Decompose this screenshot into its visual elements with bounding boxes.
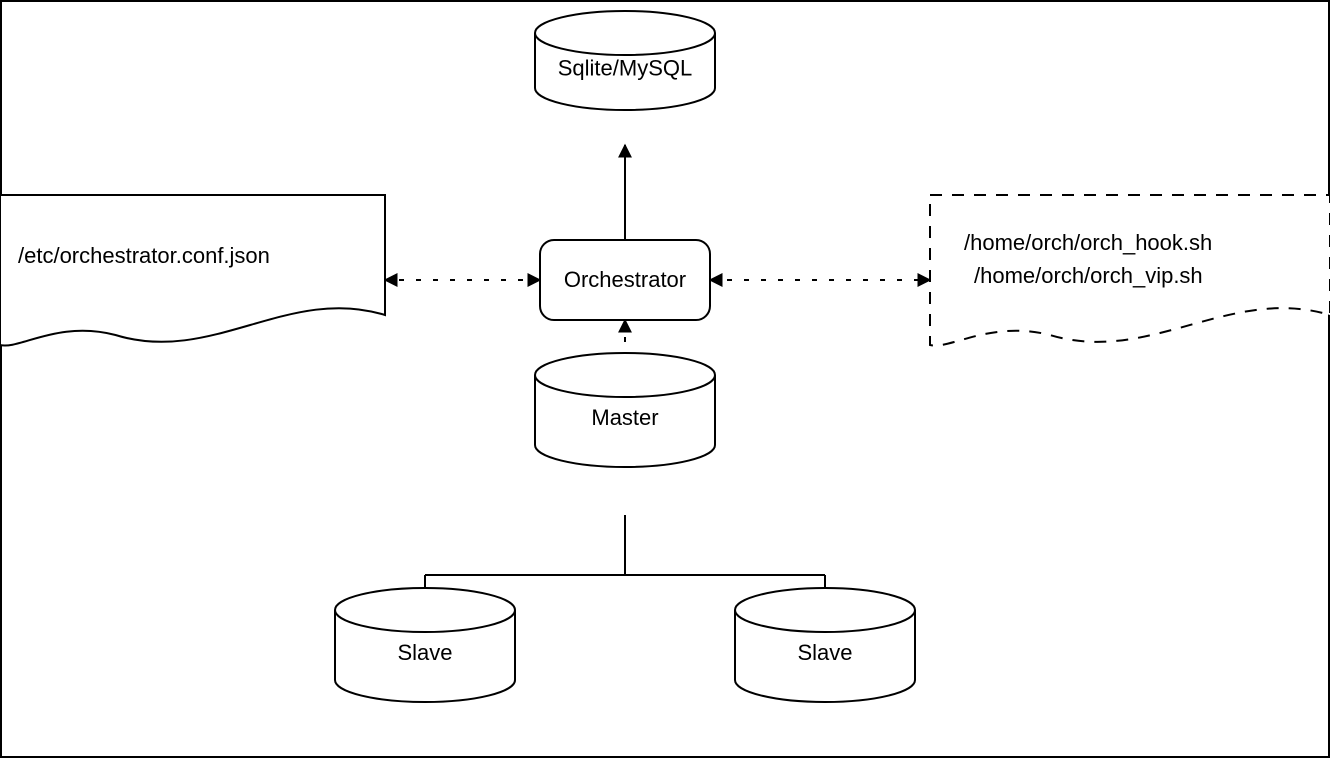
db-sqlite-mysql: Sqlite/MySQL xyxy=(535,11,715,110)
db-slave-1: Slave xyxy=(335,588,515,702)
db-master: Master xyxy=(535,353,715,467)
doc-hooks-text1: /home/orch/orch_hook.sh xyxy=(964,230,1212,255)
db-slave-1-label: Slave xyxy=(397,640,452,665)
doc-config-text: /etc/orchestrator.conf.json xyxy=(18,243,270,268)
db-sqlite-mysql-label: Sqlite/MySQL xyxy=(558,55,693,80)
db-master-label: Master xyxy=(591,405,658,430)
orchestrator-label: Orchestrator xyxy=(564,267,686,292)
db-slave-2: Slave xyxy=(735,588,915,702)
db-slave-2-label: Slave xyxy=(797,640,852,665)
doc-hooks-text2: /home/orch/orch_vip.sh xyxy=(974,263,1203,288)
